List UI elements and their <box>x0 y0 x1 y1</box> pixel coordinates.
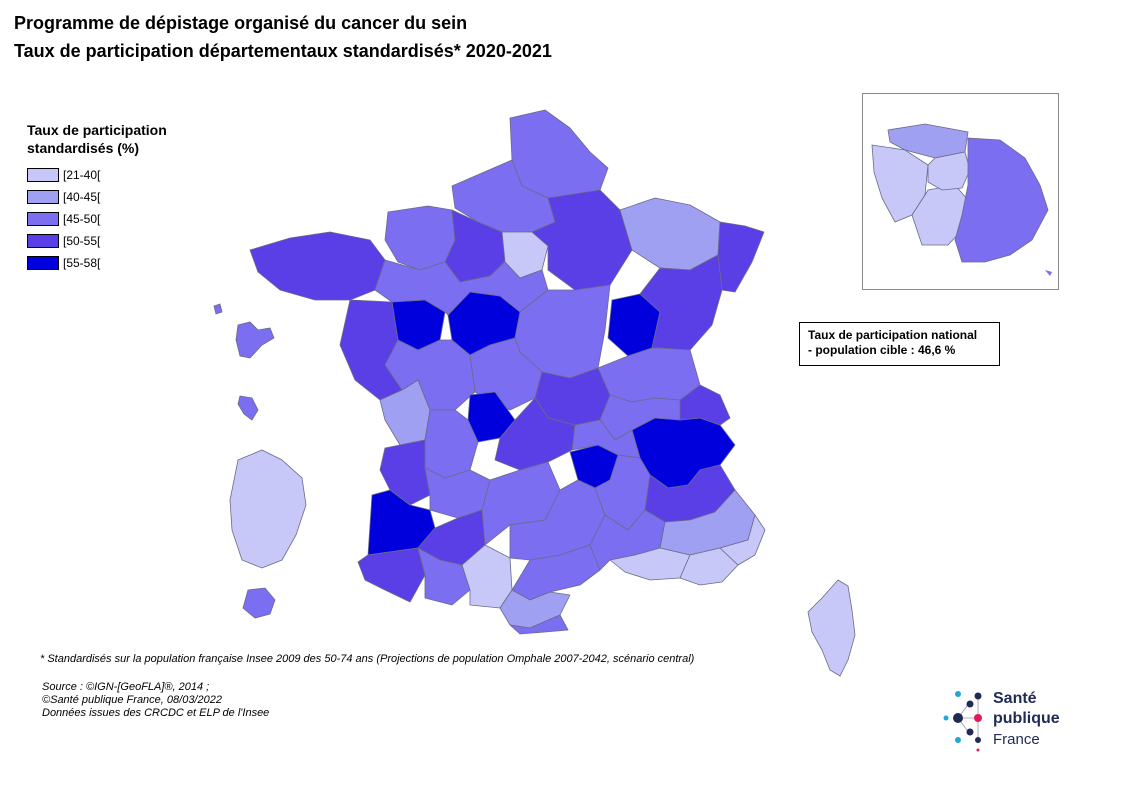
logo-text-line1: Santé <box>993 690 1037 707</box>
national-rate-line1: Taux de participation national <box>808 328 978 342</box>
region-haute-savoie <box>679 384 731 426</box>
legend-item-40-45: [40-45[ <box>27 188 100 205</box>
legend-swatch <box>27 255 59 270</box>
legend-label: [21-40[ <box>63 167 101 182</box>
region-guyane <box>229 449 307 569</box>
legend-title: Taux de participation standardisés (%) <box>27 121 227 157</box>
inset-islet <box>1045 270 1052 276</box>
national-rate-line2: - population cible : 46,6 % <box>808 343 956 357</box>
source-line1: Source : ©IGN-[GeoFLA]®, 2014 ; <box>42 681 210 693</box>
region-lorraine <box>619 197 721 271</box>
footnote: * Standardisés sur la population françai… <box>40 653 695 665</box>
legend-label: [40-45[ <box>63 189 101 204</box>
region-north <box>509 109 609 199</box>
region-normandie-west <box>384 205 456 271</box>
inset-essonne <box>911 184 969 246</box>
region-ain-jura <box>597 347 701 403</box>
inset-petite-couronne <box>927 151 971 191</box>
source-line2: ©Santé publique France, 08/03/2022 <box>42 694 222 706</box>
ile-de-france-inset-frame <box>862 93 1059 290</box>
legend-item-45-50: [45-50[ <box>27 210 100 227</box>
sante-publique-logo-icon <box>943 691 982 752</box>
legend-swatch <box>27 233 59 248</box>
legend-label: [45-50[ <box>63 211 101 226</box>
inset-seine-et-marne <box>954 137 1049 263</box>
map-title-line2: Taux de participation départementaux sta… <box>14 41 552 61</box>
source-line3: Données issues des CRCDC et ELP de l'Ins… <box>42 707 270 719</box>
map-title-line1: Programme de dépistage organisé du cance… <box>14 13 468 33</box>
region-guadeloupe <box>235 321 275 359</box>
legend-swatch <box>27 189 59 204</box>
national-rate-box: Taux de participation national - populat… <box>799 322 1000 366</box>
legend-item-55-58: [55-58[ <box>27 254 100 271</box>
region-pyrenees-or <box>509 614 569 635</box>
region-corse <box>807 579 856 677</box>
legend-title-line1: Taux de participation <box>27 122 167 138</box>
legend-swatch <box>27 211 59 226</box>
legend-item-50-55: [50-55[ <box>27 232 100 249</box>
legend-swatch <box>27 167 59 182</box>
legend-label: [55-58[ <box>63 255 101 270</box>
logo-text-line3: France <box>993 731 1040 748</box>
legend-label: [50-55[ <box>63 233 101 248</box>
legend-item-21-40: [21-40[ <box>27 166 100 183</box>
region-reunion <box>242 587 276 619</box>
region-alpes-maritimes <box>719 514 766 566</box>
region-martinique <box>237 395 259 421</box>
legend-title-line2: standardisés (%) <box>27 140 140 156</box>
region-gers <box>417 547 471 606</box>
region-pyrenees-atl <box>357 547 426 603</box>
region-alsace <box>717 221 765 293</box>
logo-text-line2: publique <box>993 710 1060 727</box>
region-bretagne <box>249 231 386 301</box>
region-mayotte <box>213 303 223 315</box>
